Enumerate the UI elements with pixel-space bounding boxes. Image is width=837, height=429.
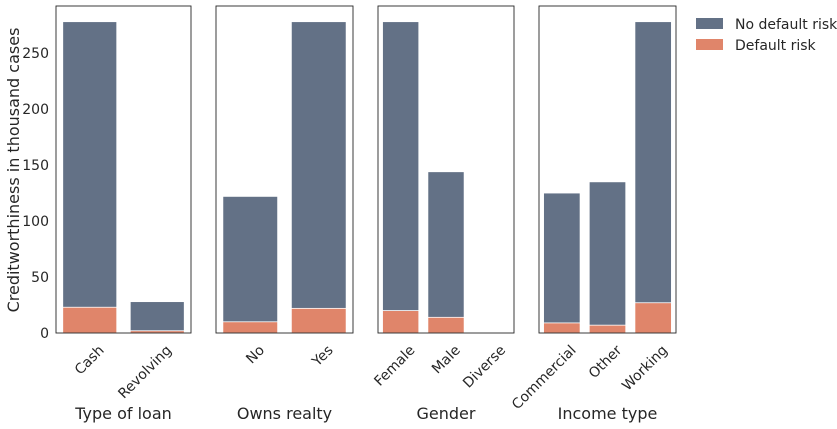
bar-default-3-2 [634,302,672,334]
panel-0: Cash Revolving Type of loan 0 50 100 150 200 250 [22,5,192,423]
bar-no-default-3-0 [543,192,581,334]
x-tick-label-3-1: Other [586,342,626,382]
bar-default-0-0 [62,306,118,334]
bar-default-3-1 [588,324,627,334]
x-tick-label-3-2: Working [619,342,671,394]
bar-no-default-1-0 [222,195,279,334]
bar-default-2-1 [427,316,465,334]
legend-swatch-no-default [696,18,723,29]
bar-default-3-0 [543,322,581,334]
x-axis-label-3: Income type [558,404,658,423]
panel-frame-1 [215,5,354,334]
x-axis-label-1: Owns realty [237,404,332,423]
x-tick-label-2-1: Male [429,342,464,377]
bar-no-default-0-1 [129,301,185,334]
panel-frame-3 [538,5,677,334]
x-tick-label-1-0: No [243,342,268,367]
x-tick-label-0-0: Cash [72,342,108,378]
chart-panels: Cash Revolving Type of loan 0 50 100 150 200 250… [22,5,677,423]
x-tick-label-2-2: Diverse [460,342,509,391]
panel-1: No Yes Owns realty [215,5,354,423]
y-tick-label-5: 250 [22,46,49,62]
x-tick-label-0-1: Revolving [115,342,175,402]
legend-label-default: Default risk [735,38,817,54]
x-tick-label-2-0: Female [371,342,418,389]
bar-no-default-2-1 [427,171,465,334]
panel-frame-2 [377,5,515,334]
bar-no-default-2-0 [382,21,420,334]
y-tick-label-1: 50 [31,270,49,286]
bar-default-2-0 [382,310,420,334]
x-axis-label-0: Type of loan [74,404,172,423]
bar-no-default-3-1 [588,181,627,334]
bar-default-1-1 [290,307,347,334]
x-axis-label-2: Gender [417,404,476,423]
bar-no-default-0-0 [62,21,118,334]
bar-default-1-0 [222,321,279,334]
legend-label-no-default: No default risk [735,17,837,33]
y-tick-label-4: 200 [22,102,49,118]
y-tick-label-2: 100 [22,214,49,230]
x-tick-label-3-0: Commercial [509,342,580,413]
legend: No default risk Default risk [696,17,837,54]
y-tick-label-0: 0 [40,326,49,342]
bar-no-default-3-2 [634,21,672,334]
bar-no-default-1-1 [290,21,347,334]
y-axis-label: Creditworthiness in thousand cases [4,28,23,313]
x-tick-label-1-1: Yes [309,342,337,370]
panel-frame-0 [55,5,192,334]
y-tick-label-3: 150 [22,158,49,174]
legend-swatch-default [696,39,723,50]
